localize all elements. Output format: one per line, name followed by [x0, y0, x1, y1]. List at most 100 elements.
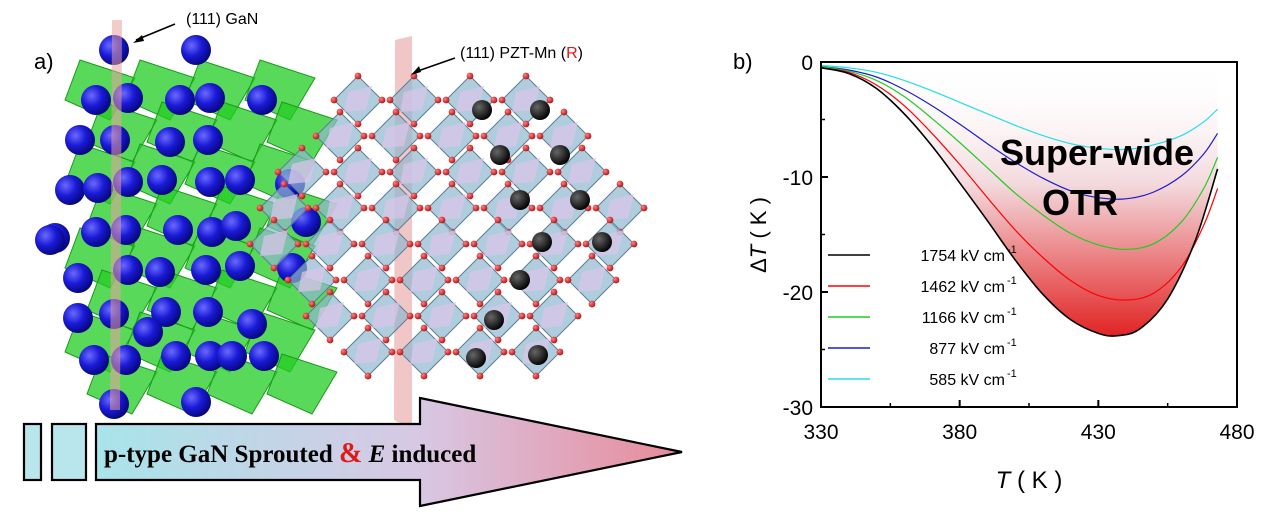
pzt-oxygen-atom: [382, 264, 390, 272]
pzt-oxygen-atom: [630, 240, 638, 248]
pzt-octa-face: [316, 230, 344, 256]
pzt-oxygen-atom: [500, 276, 508, 284]
pzt-octa-face: [438, 194, 466, 220]
pzt-a-site-atom: [510, 190, 530, 210]
pzt-oxygen-atom: [358, 240, 366, 248]
pzt-oxygen-atom: [364, 372, 372, 380]
gan-atom: [147, 165, 177, 195]
pzt-oxygen-atom: [270, 264, 278, 272]
pzt-oxygen-atom: [494, 264, 502, 272]
pzt-octa-face: [540, 302, 568, 328]
pzt-octa-face: [578, 266, 606, 292]
pzt-oxygen-atom: [326, 216, 334, 224]
pzt-oxygen-atom: [336, 180, 344, 188]
pzt-oxygen-atom: [396, 348, 404, 356]
arrow-tail-bar-2: [50, 422, 88, 482]
pzt-octa-face: [270, 194, 298, 220]
pzt-oxygen-atom: [420, 252, 428, 260]
panel-a-label: a): [34, 49, 54, 74]
pzt-octa-face: [428, 230, 456, 256]
gan-atom: [151, 297, 181, 327]
gan-atom: [195, 167, 225, 197]
pzt-oxygen-atom: [378, 96, 386, 104]
pzt-oxygen-atom: [414, 312, 422, 320]
pzt-oxygen-atom: [442, 96, 450, 104]
pzt-oxygen-atom: [392, 108, 400, 116]
pzt-oxygen-atom: [360, 132, 368, 140]
gan-atom: [63, 303, 93, 333]
pzt-oxygen-atom: [414, 240, 422, 248]
pzt-oxygen-atom: [472, 132, 480, 140]
gan-atom: [195, 341, 225, 371]
pzt-oxygen-atom: [574, 240, 582, 248]
pzt-oxygen-atom: [444, 276, 452, 284]
pzt-oxygen-atom: [536, 204, 544, 212]
pzt-oxygen-atom: [438, 264, 446, 272]
growth-direction-arrow: [94, 396, 683, 508]
pzt-oxygen-atom: [526, 312, 534, 320]
pzt-oxygen-atom: [358, 312, 366, 320]
pzt-oxygen-atom: [322, 168, 330, 176]
gan-atom: [181, 35, 211, 65]
pzt-oxygen-atom: [312, 132, 320, 140]
pzt-oxygen-atom: [256, 204, 264, 212]
legend-label-superscript: -1: [1007, 244, 1017, 256]
pzt-oxygen-atom: [392, 156, 400, 164]
x-tick-label: 430: [1081, 421, 1116, 444]
gan-pointer-arrowhead: [133, 35, 144, 43]
pzt-octa-face: [344, 158, 372, 184]
y-tick-label: -20: [783, 282, 813, 305]
pzt-oxygen-atom: [466, 120, 474, 128]
annotation-otr: OTR: [1042, 182, 1118, 223]
pzt-octa-face: [484, 230, 512, 256]
pzt-octa-face: [568, 158, 596, 184]
pzt-oxygen-atom: [354, 72, 362, 80]
gan-atom: [225, 251, 255, 281]
pzt-oxygen-atom: [470, 312, 478, 320]
series-line-4: [821, 64, 1219, 151]
pzt-octa-face: [354, 338, 382, 364]
pzt-oxygen-atom: [588, 252, 596, 260]
series-line-2: [821, 66, 1219, 251]
pzt-octa-face: [456, 158, 484, 184]
gan-plane-label: (111) GaN: [186, 11, 258, 28]
pzt-oxygen-atom: [480, 132, 488, 140]
pzt-oxygen-atom: [326, 336, 334, 344]
pzt-oxygen-atom: [442, 168, 450, 176]
pzt-oxygen-atom: [360, 204, 368, 212]
pzt-oxygen-atom: [416, 132, 424, 140]
pzt-octa-face: [466, 266, 494, 292]
pzt-octa-face: [400, 158, 428, 184]
gan-atom: [161, 341, 191, 371]
pzt-oxygen-atom: [490, 96, 498, 104]
pzt-oxygen-atom: [350, 240, 358, 248]
pzt-a-site-atom: [466, 348, 486, 368]
pzt-octa-face: [354, 266, 382, 292]
pzt-oxygen-atom: [518, 240, 526, 248]
pzt-oxygen-atom: [582, 240, 590, 248]
pzt-a-site-atom: [528, 345, 548, 365]
pzt-octa-face: [438, 122, 466, 148]
pzt-oxygen-atom: [274, 168, 282, 176]
pzt-mn-crystal-structure: [246, 72, 648, 380]
pzt-oxygen-atom: [584, 132, 592, 140]
pzt-octa-face: [550, 122, 578, 148]
gan-atom: [191, 255, 221, 285]
gan-atom: [217, 341, 247, 371]
pzt-oxygen-atom: [312, 204, 320, 212]
pzt-oxygen-atom: [564, 276, 572, 284]
y-tick-label: -30: [783, 397, 813, 420]
pzt-oxygen-atom: [424, 132, 432, 140]
pzt-a-site-atom: [550, 145, 570, 165]
pzt-oxygen-atom: [452, 276, 460, 284]
pzt-oxygen-atom: [528, 132, 536, 140]
pzt-oxygen-atom: [606, 264, 614, 272]
pzt-oxygen-atom: [480, 204, 488, 212]
pzt-oxygen-atom: [302, 312, 310, 320]
pzt-octa-face: [344, 86, 372, 112]
y-tick-label: 0: [801, 52, 813, 75]
pzt-oxygen-atom: [406, 312, 414, 320]
pzt-oxygen-atom: [498, 96, 506, 104]
pzt-label-pointer: [414, 57, 456, 73]
pzt-oxygen-atom: [270, 216, 278, 224]
